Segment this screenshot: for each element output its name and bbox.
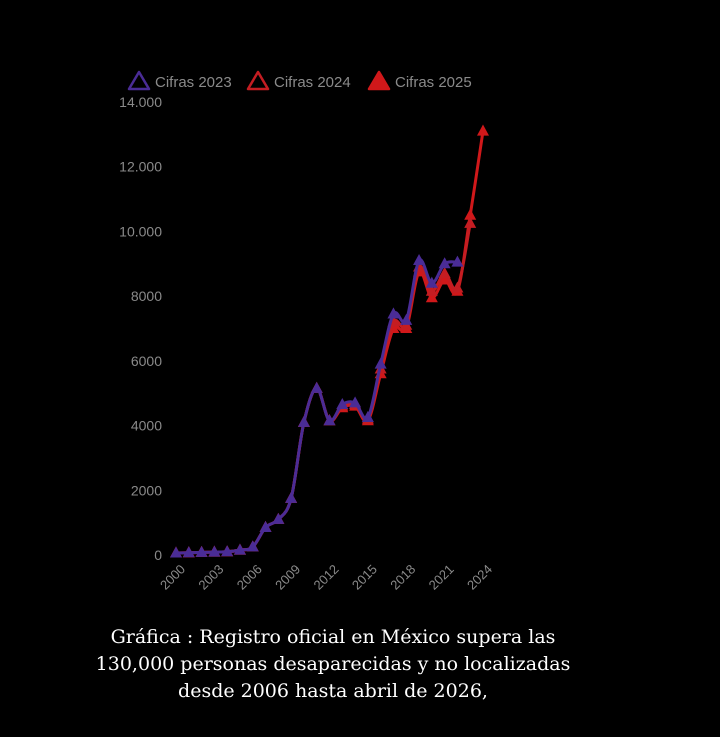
data-point	[336, 397, 349, 410]
chart-caption: Gráfica : Registro oficial en México sup…	[0, 624, 666, 705]
legend-label: Cifras 2023	[155, 74, 232, 91]
data-point	[182, 546, 195, 558]
series-line	[175, 130, 485, 555]
data-point	[413, 253, 426, 266]
y-tick-label: 2000	[131, 482, 162, 498]
y-tick-label: 8000	[131, 288, 162, 304]
line-chart: Cifras 2023 Cifras 2024 Cifras 2025 020004…	[119, 70, 495, 593]
series-cifras-2025	[169, 124, 490, 558]
x-tick-label: 2012	[311, 562, 342, 593]
y-tick-label: 4000	[131, 418, 162, 434]
x-tick-label: 2018	[387, 562, 418, 593]
y-tick-label: 0	[154, 547, 162, 563]
data-point	[476, 124, 490, 136]
data-point	[361, 410, 374, 422]
caption-line-2: 130,000 personas desaparecidas y no loca…	[95, 653, 571, 675]
data-point	[400, 313, 413, 325]
data-point	[272, 512, 285, 524]
data-point	[425, 291, 438, 303]
data-point	[451, 281, 464, 293]
data-point	[464, 216, 477, 228]
legend-triangle-icon	[367, 70, 391, 91]
caption-line-1: Gráfica : Registro oficial en México sup…	[110, 626, 556, 648]
x-tick-label: 2015	[349, 562, 380, 593]
y-axis-ticks: 0 2000 4000 6000 8000 10.000 12.000 14.000	[119, 94, 162, 563]
data-point	[208, 545, 221, 557]
data-point	[438, 257, 451, 269]
legend-label: Cifras 2025	[395, 74, 472, 91]
x-axis-ticks: 2000 2003 2006 2009 2012 2015 2018 2021 2024	[157, 562, 495, 593]
series-cifras-2023	[169, 253, 464, 558]
data-point	[349, 396, 362, 408]
data-point	[451, 255, 464, 267]
data-point	[438, 273, 451, 285]
y-tick-label: 10.000	[119, 223, 162, 239]
data-point	[425, 284, 438, 296]
data-point	[285, 491, 298, 503]
caption-line-3: desde 2006 hasta abril de 2026,	[178, 680, 488, 702]
data-point	[195, 545, 208, 557]
series-line	[175, 258, 458, 555]
data-point	[259, 520, 272, 532]
legend-triangle-icon	[127, 70, 151, 91]
legend-triangle-icon	[246, 70, 270, 91]
chart-legend: Cifras 2023 Cifras 2024 Cifras 2025	[127, 70, 472, 91]
series-cifras-2024	[169, 216, 477, 558]
data-point	[233, 543, 246, 555]
x-tick-label: 2006	[234, 562, 265, 593]
y-tick-label: 12.000	[119, 159, 162, 175]
y-tick-label: 6000	[131, 353, 162, 369]
data-point	[246, 540, 259, 552]
data-point	[169, 546, 183, 558]
chart-series	[169, 124, 490, 558]
x-tick-label: 2003	[195, 562, 226, 593]
data-point	[310, 381, 323, 393]
x-tick-label: 2024	[464, 562, 495, 593]
legend-label: Cifras 2024	[274, 74, 351, 91]
data-point	[425, 276, 438, 288]
data-point	[387, 307, 400, 319]
data-point	[374, 357, 387, 369]
x-tick-label: 2009	[272, 562, 303, 593]
x-tick-label: 2021	[426, 562, 457, 593]
data-point	[221, 545, 234, 557]
data-point	[438, 266, 451, 278]
data-point	[297, 415, 310, 427]
data-point	[323, 414, 336, 426]
x-tick-label: 2000	[157, 562, 188, 593]
y-tick-label: 14.000	[119, 94, 162, 110]
